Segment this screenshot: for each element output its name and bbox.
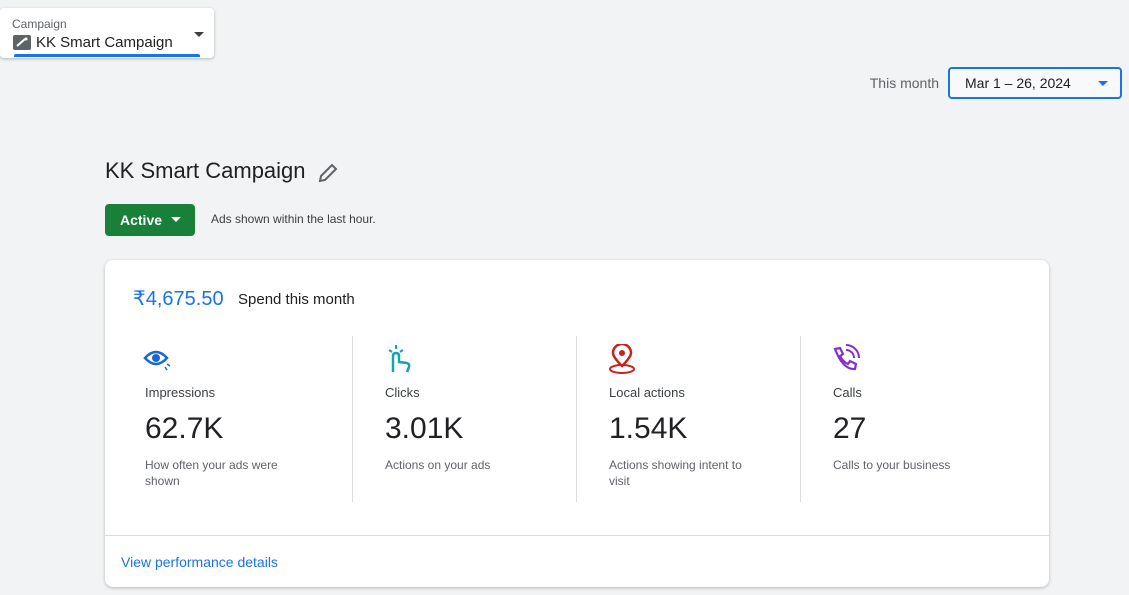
calls-icon [833, 344, 860, 371]
spend-label: Spend this month [238, 291, 355, 308]
divider [105, 535, 1049, 536]
divider [800, 336, 801, 502]
metric-name: Calls [833, 385, 862, 400]
date-value: Mar 1 – 26, 2024 [965, 75, 1071, 91]
metric-description: How often your ads were shown [145, 458, 278, 488]
status-button[interactable]: Active [105, 204, 195, 236]
dropdown-arrow [171, 217, 181, 222]
performance-link[interactable]: View performance details [121, 554, 278, 570]
metric-value: 1.54K [609, 412, 688, 445]
metric-description: Actions on your ads [385, 458, 491, 472]
selector-underline [14, 54, 200, 57]
dropdown-arrow [194, 32, 204, 37]
dropdown-arrow [1098, 81, 1108, 86]
selector-value: KK Smart Campaign [36, 34, 173, 51]
metric-value: 27 [833, 412, 867, 445]
summary-card: ₹4,675.50 Spend this month Impressions 6… [105, 260, 1049, 587]
metric-name: Local actions [609, 385, 685, 400]
metric-value: 3.01K [385, 412, 464, 445]
metric-description: Calls to your business [833, 458, 951, 472]
clicks-icon [388, 345, 411, 373]
impressions-icon [143, 350, 171, 371]
local-actions-icon [609, 344, 635, 374]
date-picker[interactable]: Mar 1 – 26, 2024 [948, 67, 1122, 99]
edit-icon[interactable] [317, 162, 339, 184]
selector-label: Campaign [12, 17, 67, 31]
metric-name: Impressions [145, 385, 216, 400]
metric-description: Actions showing intent to visit [609, 458, 742, 488]
campaign-title: KK Smart Campaign [105, 158, 306, 183]
metric-value: 62.7K [145, 412, 224, 445]
spend-value: ₹4,675.50 [133, 288, 224, 310]
metric-name: Clicks [385, 385, 420, 400]
divider [576, 336, 577, 502]
divider [352, 336, 353, 502]
status-text: Active [120, 212, 163, 228]
campaign-selector[interactable]: Campaign KK Smart Campaign [0, 8, 214, 58]
status-note: Ads shown within the last hour. [211, 212, 376, 226]
date-label: This month [869, 75, 939, 91]
campaign-icon [13, 35, 31, 50]
